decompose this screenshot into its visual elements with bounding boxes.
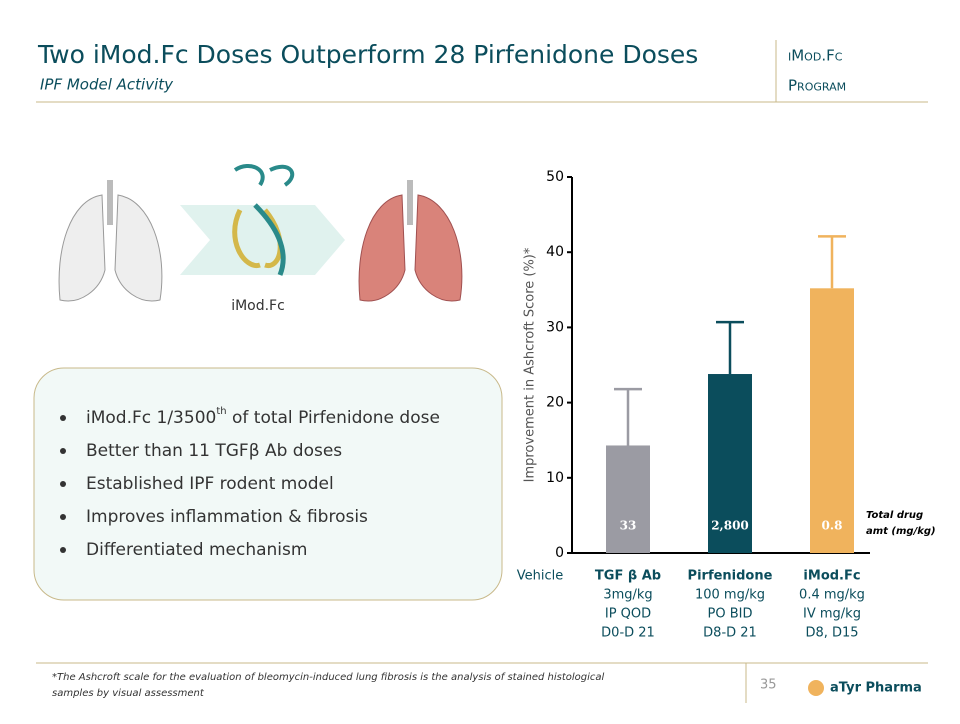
bullet-part: Improves inflammation & fibrosis [86,507,368,527]
y-tick-label: 20 [546,395,564,411]
bullet-text: iMod.Fc 1/3500th of total Pirfenidone do… [86,406,440,428]
bar [810,288,854,553]
bullet-dot [60,547,66,553]
subtitle: IPF Model Activity [40,76,174,94]
page-number: 35 [760,678,777,693]
y-tick-label: 0 [555,545,564,561]
bullet-part: iMod.Fc 1/3500 [86,408,216,428]
bullet-part: Differentiated mechanism [86,540,307,560]
x-tick-label: Vehicle [517,569,564,584]
category-detail: 100 mg/kg [695,588,765,603]
error-bar [614,387,642,446]
superscript: th [216,406,226,417]
y-axis-label: Improvement in Ashcroft Score (%)* [523,247,538,482]
bullet-part: Established IPF rodent model [86,474,334,494]
drug-amount: 0.8 [822,519,843,533]
bullet-part: of total Pirfenidone dose [227,408,440,428]
bar [606,445,650,553]
bullet-dot [60,415,66,421]
bullet-text: Established IPF rodent model [86,474,334,494]
bullet-dot [60,448,66,454]
y-tick-label: 50 [546,169,564,185]
bar [708,374,752,553]
program-label: Program [788,77,846,95]
drug-amount-label: Total drug [866,510,923,521]
image-caption: iMod.Fc [231,298,285,314]
x-tick-label: TGF β Ab [595,569,661,584]
category-detail: PO BID [708,607,753,622]
bullet-box [33,367,503,601]
y-tick-label: 10 [546,470,564,486]
bullet-dot [60,481,66,487]
y-tick-label: 40 [546,244,564,260]
logo-mark [808,680,824,696]
category-detail: D8, D15 [805,626,858,641]
category-detail: IP QOD [605,607,651,622]
bullet-part: Better than 11 TGFβ Ab doses [86,441,342,461]
y-tick-label: 30 [546,319,564,335]
bullet-list: iMod.Fc 1/3500th of total Pirfenidone do… [60,406,440,560]
category-detail: 3mg/kg [603,588,652,603]
category-detail: IV mg/kg [803,607,861,622]
bullet-text: Improves inflammation & fibrosis [86,507,368,527]
category-detail: D0-D 21 [601,626,655,641]
chart: 0 10 20 30 40 50 Improvement in Ashcroft Score… [517,169,936,641]
error-bar [818,235,846,289]
x-tick-label: Pirfenidone [688,569,773,584]
footnote: samples by visual assessment [52,688,205,699]
drug-amount: 2,800 [711,519,749,533]
error-bar [716,320,744,375]
illustration [58,164,463,302]
drug-amount: 33 [620,519,637,533]
drug-amount-label: amt (mg/kg) [866,526,936,537]
x-tick-label: iMod.Fc [803,569,860,584]
bullet-text: Differentiated mechanism [86,540,307,560]
logo: aTyr Pharma [830,681,922,696]
category-detail: 0.4 mg/kg [799,588,865,603]
bullet-text: Better than 11 TGFβ Ab doses [86,441,342,461]
category-detail: D8-D 21 [703,626,757,641]
program-label: iMod.Fc [788,47,843,65]
title: Two iMod.Fc Doses Outperform 28 Pirfenid… [37,40,698,69]
footnote: *The Ashcroft scale for the evaluation o… [52,672,605,683]
bullet-dot [60,514,66,520]
